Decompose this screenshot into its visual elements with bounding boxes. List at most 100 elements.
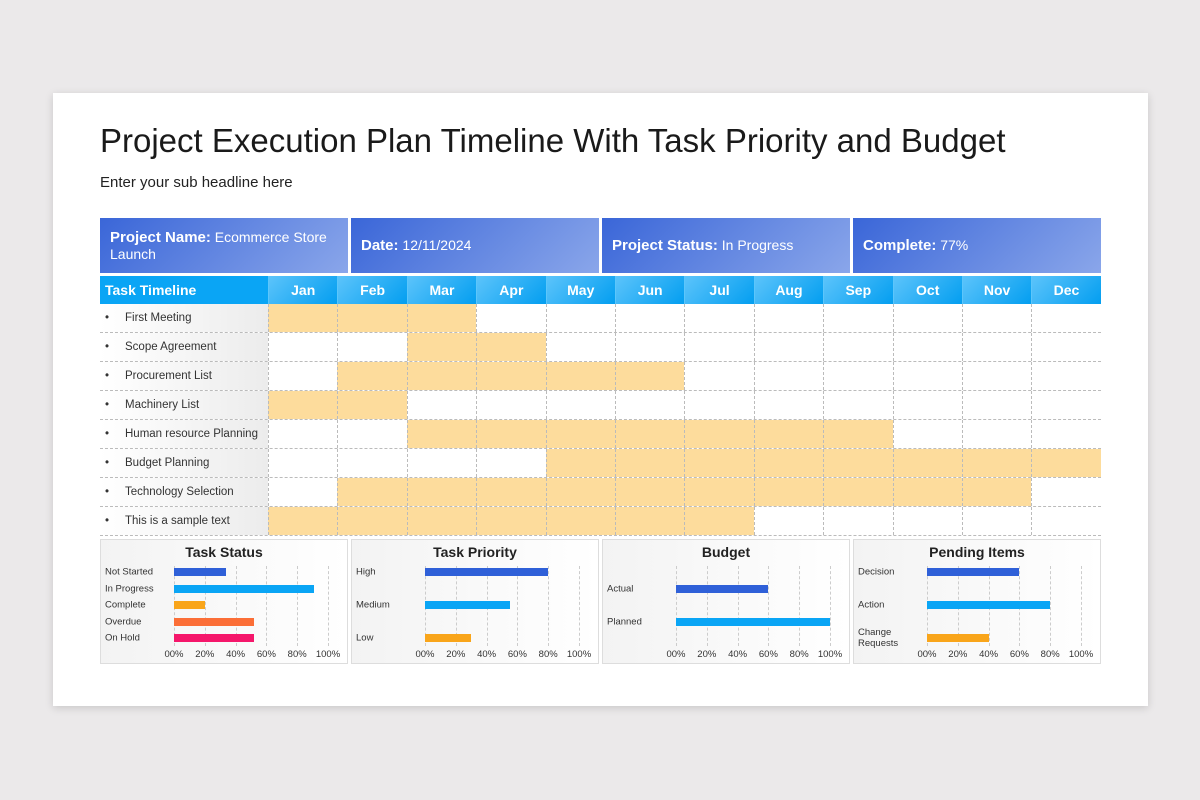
task-row: • Procurement List <box>100 362 1101 391</box>
chart-budget: Budget 00% 20% 40% 60% 80% 100% Actual Planned <box>602 539 850 664</box>
gridline <box>235 566 237 646</box>
bar-planned <box>676 618 830 626</box>
gantt-bar-cell <box>614 478 685 506</box>
gantt-bar-cell <box>476 507 546 535</box>
timeline-grid: Task Timeline Jan Feb Mar Apr May Jun Jul Aug Se… <box>100 276 1101 536</box>
gantt-empty-cell <box>961 362 1031 390</box>
gantt-bar-cell <box>476 420 546 448</box>
category-label: Action <box>858 599 885 611</box>
gridline <box>799 566 801 646</box>
gridline <box>517 566 519 646</box>
tick-label: 20% <box>195 649 215 660</box>
gantt-empty-cell <box>476 391 545 419</box>
bar-change-requests <box>927 634 989 642</box>
bar-decision <box>927 568 1020 576</box>
gantt-empty-cell <box>753 333 823 361</box>
gantt-empty-cell <box>961 391 1031 419</box>
gantt-bar-cell <box>337 304 407 332</box>
gantt-empty-cell <box>337 420 406 448</box>
gridline <box>204 566 206 646</box>
tick-label: 100% <box>315 649 341 660</box>
gantt-bar-cell <box>545 449 615 477</box>
bullet-icon: • <box>105 515 110 527</box>
gantt-bar-cell <box>614 362 685 390</box>
status-value: In Progress <box>721 237 794 253</box>
bar-medium <box>425 601 510 609</box>
gantt-bar-cell <box>684 507 754 535</box>
gridline <box>830 566 831 646</box>
gantt-bar-cell <box>476 478 546 506</box>
gridline <box>706 566 708 646</box>
gantt-bar-cell <box>614 420 685 448</box>
tick-label: 80% <box>1040 649 1060 660</box>
timeline-header-label: Task Timeline <box>100 276 268 304</box>
gantt-bar-cell <box>614 507 685 535</box>
timeline-header: Task Timeline Jan Feb Mar Apr May Jun Jul Aug Se… <box>100 276 1101 304</box>
gantt-empty-cell <box>823 507 892 535</box>
gantt-bar-cell <box>268 391 338 419</box>
gantt-bar-cell <box>337 362 407 390</box>
gridline <box>579 566 580 646</box>
gantt-bar-cell <box>753 449 824 477</box>
category-label: Overdue <box>105 616 142 627</box>
gantt-empty-cell <box>268 420 337 448</box>
task-row: • This is a sample text <box>100 507 1101 536</box>
page-subtitle: Enter your sub headline here <box>100 174 293 191</box>
date-card: Date: 12/11/2024 <box>351 218 599 273</box>
tick-label: 00% <box>415 649 435 660</box>
gridline <box>676 566 677 646</box>
gantt-bar-cell <box>545 507 615 535</box>
month-header: Jul <box>684 276 754 304</box>
task-label: • Human resource Planning <box>100 420 268 448</box>
gantt-empty-cell <box>753 507 823 535</box>
bar-high <box>425 568 549 576</box>
gantt-bar-cell <box>684 478 754 506</box>
category-label: Decision <box>858 566 895 578</box>
gantt-empty-cell <box>961 333 1031 361</box>
task-label: • Scope Agreement <box>100 333 268 361</box>
gantt-empty-cell <box>476 304 545 332</box>
bar-overdue <box>174 617 255 626</box>
month-header: May <box>545 276 615 304</box>
tick-label: 00% <box>666 649 686 660</box>
tick-label: 20% <box>446 649 466 660</box>
gantt-empty-cell <box>545 333 615 361</box>
chart-title: Task Status <box>185 544 263 560</box>
gridline <box>1081 566 1082 646</box>
task-name: First Meeting <box>125 312 192 324</box>
gantt-bar-cell <box>684 420 754 448</box>
date-value: 12/11/2024 <box>402 237 472 253</box>
gantt-empty-cell <box>1031 478 1100 506</box>
gantt-empty-cell <box>1031 362 1100 390</box>
tick-label: 60% <box>256 649 276 660</box>
gridline <box>768 566 770 646</box>
gantt-empty-cell <box>892 507 962 535</box>
gantt-empty-cell <box>961 304 1031 332</box>
gantt-bar-cell <box>406 304 477 332</box>
chart-task-status: Task Status 00% 20% 40% 60% 80% 100% Not Starte… <box>100 539 348 664</box>
gantt-bar-cell <box>406 333 477 361</box>
task-label: • Budget Planning <box>100 449 268 477</box>
category-label: Medium <box>356 599 390 611</box>
gantt-bar-cell <box>268 304 338 332</box>
gantt-empty-cell <box>684 304 753 332</box>
project-name-card: Project Name: Ecommerce Store Launch <box>100 218 348 273</box>
gantt-empty-cell <box>268 449 337 477</box>
gantt-empty-cell <box>1031 420 1100 448</box>
task-name: Technology Selection <box>125 486 234 498</box>
gantt-empty-cell <box>406 449 476 477</box>
task-label: • Machinery List <box>100 391 268 419</box>
tick-label: 100% <box>1068 649 1094 660</box>
complete-value: 77% <box>940 237 969 253</box>
gantt-bar-cell <box>545 420 615 448</box>
gantt-bar-cell <box>1031 449 1101 477</box>
month-header: Feb <box>337 276 407 304</box>
category-label: Change Requests <box>858 627 899 649</box>
gantt-empty-cell <box>337 449 406 477</box>
gantt-bar-cell <box>753 420 824 448</box>
tick-label: 60% <box>758 649 778 660</box>
task-row: • Technology Selection <box>100 478 1101 507</box>
gantt-bar-cell <box>823 478 893 506</box>
category-label: On Hold <box>105 632 140 644</box>
gantt-bar-cell <box>892 478 962 506</box>
